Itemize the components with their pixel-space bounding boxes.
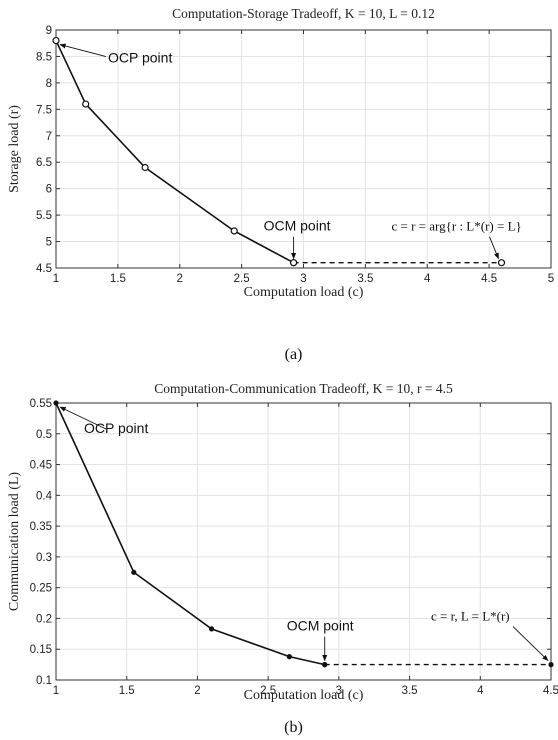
x-tick-label: 5 (548, 273, 554, 285)
annotation-label: c = r = arg{r : L*(r) = L} (392, 219, 522, 234)
x-tick-label: 1.5 (119, 685, 135, 697)
data-point (82, 100, 90, 108)
x-tick-label: 3 (336, 685, 342, 697)
x-tick-label: 4 (424, 273, 431, 285)
chart-panel-a: 1 1.5 2 2.5 3 3.5 4 4.5 5 4.5 5 5.5 6 6.5 7 7.5 8 8.5 9 Com… (7, 6, 554, 363)
data-point (52, 36, 60, 45)
annotation-arrow (512, 626, 549, 662)
y-tick-label: 0.3 (36, 552, 52, 564)
annotation-label: c = r, L = L*(r) (431, 609, 510, 624)
annotation-arrow (59, 406, 107, 430)
x-tick-label: 3 (300, 273, 306, 285)
x-tick-label: 1 (53, 273, 59, 285)
annotation-label: OCP point (84, 420, 148, 436)
x-tick-label: 1 (53, 685, 59, 697)
x-tick-label: 3.5 (357, 273, 373, 285)
annotation-label: OCM point (287, 618, 354, 634)
x-axis-label: Computation load (c) (244, 688, 364, 703)
y-tick-label: 0.2 (36, 613, 52, 625)
data-point (497, 259, 506, 267)
y-tick-label: 8.5 (36, 51, 52, 63)
chart-title: Computation-Storage Tradeoff, K = 10, L … (172, 6, 435, 21)
data-point (131, 569, 137, 575)
y-tick-label: 7.5 (36, 104, 52, 116)
data-point (286, 654, 292, 660)
figure-caption: (b) (284, 719, 303, 736)
y-axis-label: Communication load (L) (7, 472, 22, 612)
data-point (290, 259, 298, 267)
y-tick-label: 0.15 (30, 644, 52, 656)
y-axis-label: Storage load (r) (7, 105, 22, 193)
data-point (208, 626, 215, 632)
x-tick-label: 3.5 (402, 685, 418, 697)
chart-panel-b: 1 1.5 2 2.5 3 3.5 4 4.5 0.1 0.15 0.2 0.25 0.3 0.35 0.4… (7, 381, 558, 736)
data-point (230, 227, 238, 235)
x-tick-label: 2 (194, 685, 200, 697)
y-tick-label: 0.35 (30, 521, 52, 533)
y-tick-label: 0.4 (36, 490, 53, 502)
y-tick-label: 4.5 (36, 263, 52, 275)
y-tick-label: 5.5 (36, 210, 52, 222)
plot-area (56, 403, 551, 680)
x-tick-label: 4 (477, 685, 484, 697)
annotation-label: OCM point (264, 218, 331, 234)
y-tick-label: 0.45 (30, 460, 52, 472)
annotation-arrow (59, 43, 107, 58)
chart-title: Computation-Communication Tradeoff, K = … (154, 381, 453, 396)
y-tick-label: 0.5 (36, 429, 52, 441)
y-tick-label: 0.55 (30, 398, 52, 410)
y-tick-label: 6.5 (36, 157, 52, 169)
y-tick-label: 9 (46, 25, 52, 37)
x-tick-label: 2 (177, 273, 183, 285)
axes-frame (55, 402, 552, 681)
x-tick-label: 4.5 (481, 273, 497, 285)
x-tick-label: 1.5 (110, 273, 126, 285)
y-tick-label: 5 (46, 237, 52, 249)
x-tick-label: 2.5 (234, 273, 250, 285)
y-tick-label: 0.25 (30, 583, 52, 595)
data-point (322, 662, 328, 668)
data-point (53, 400, 59, 406)
y-tick-label: 0.1 (36, 675, 52, 687)
data-point (141, 163, 149, 172)
data-point (548, 662, 554, 668)
x-tick-label: 2.5 (260, 685, 276, 697)
x-tick-label: 4.5 (543, 685, 558, 697)
x-axis-label: Computation load (c) (244, 285, 364, 300)
figure-caption: (a) (285, 346, 303, 363)
annotation-label: OCP point (108, 50, 172, 66)
annotation-arrow (489, 236, 499, 260)
y-tick-label: 8 (46, 78, 52, 90)
y-tick-label: 6 (46, 184, 52, 196)
y-tick-label: 7 (46, 131, 52, 143)
